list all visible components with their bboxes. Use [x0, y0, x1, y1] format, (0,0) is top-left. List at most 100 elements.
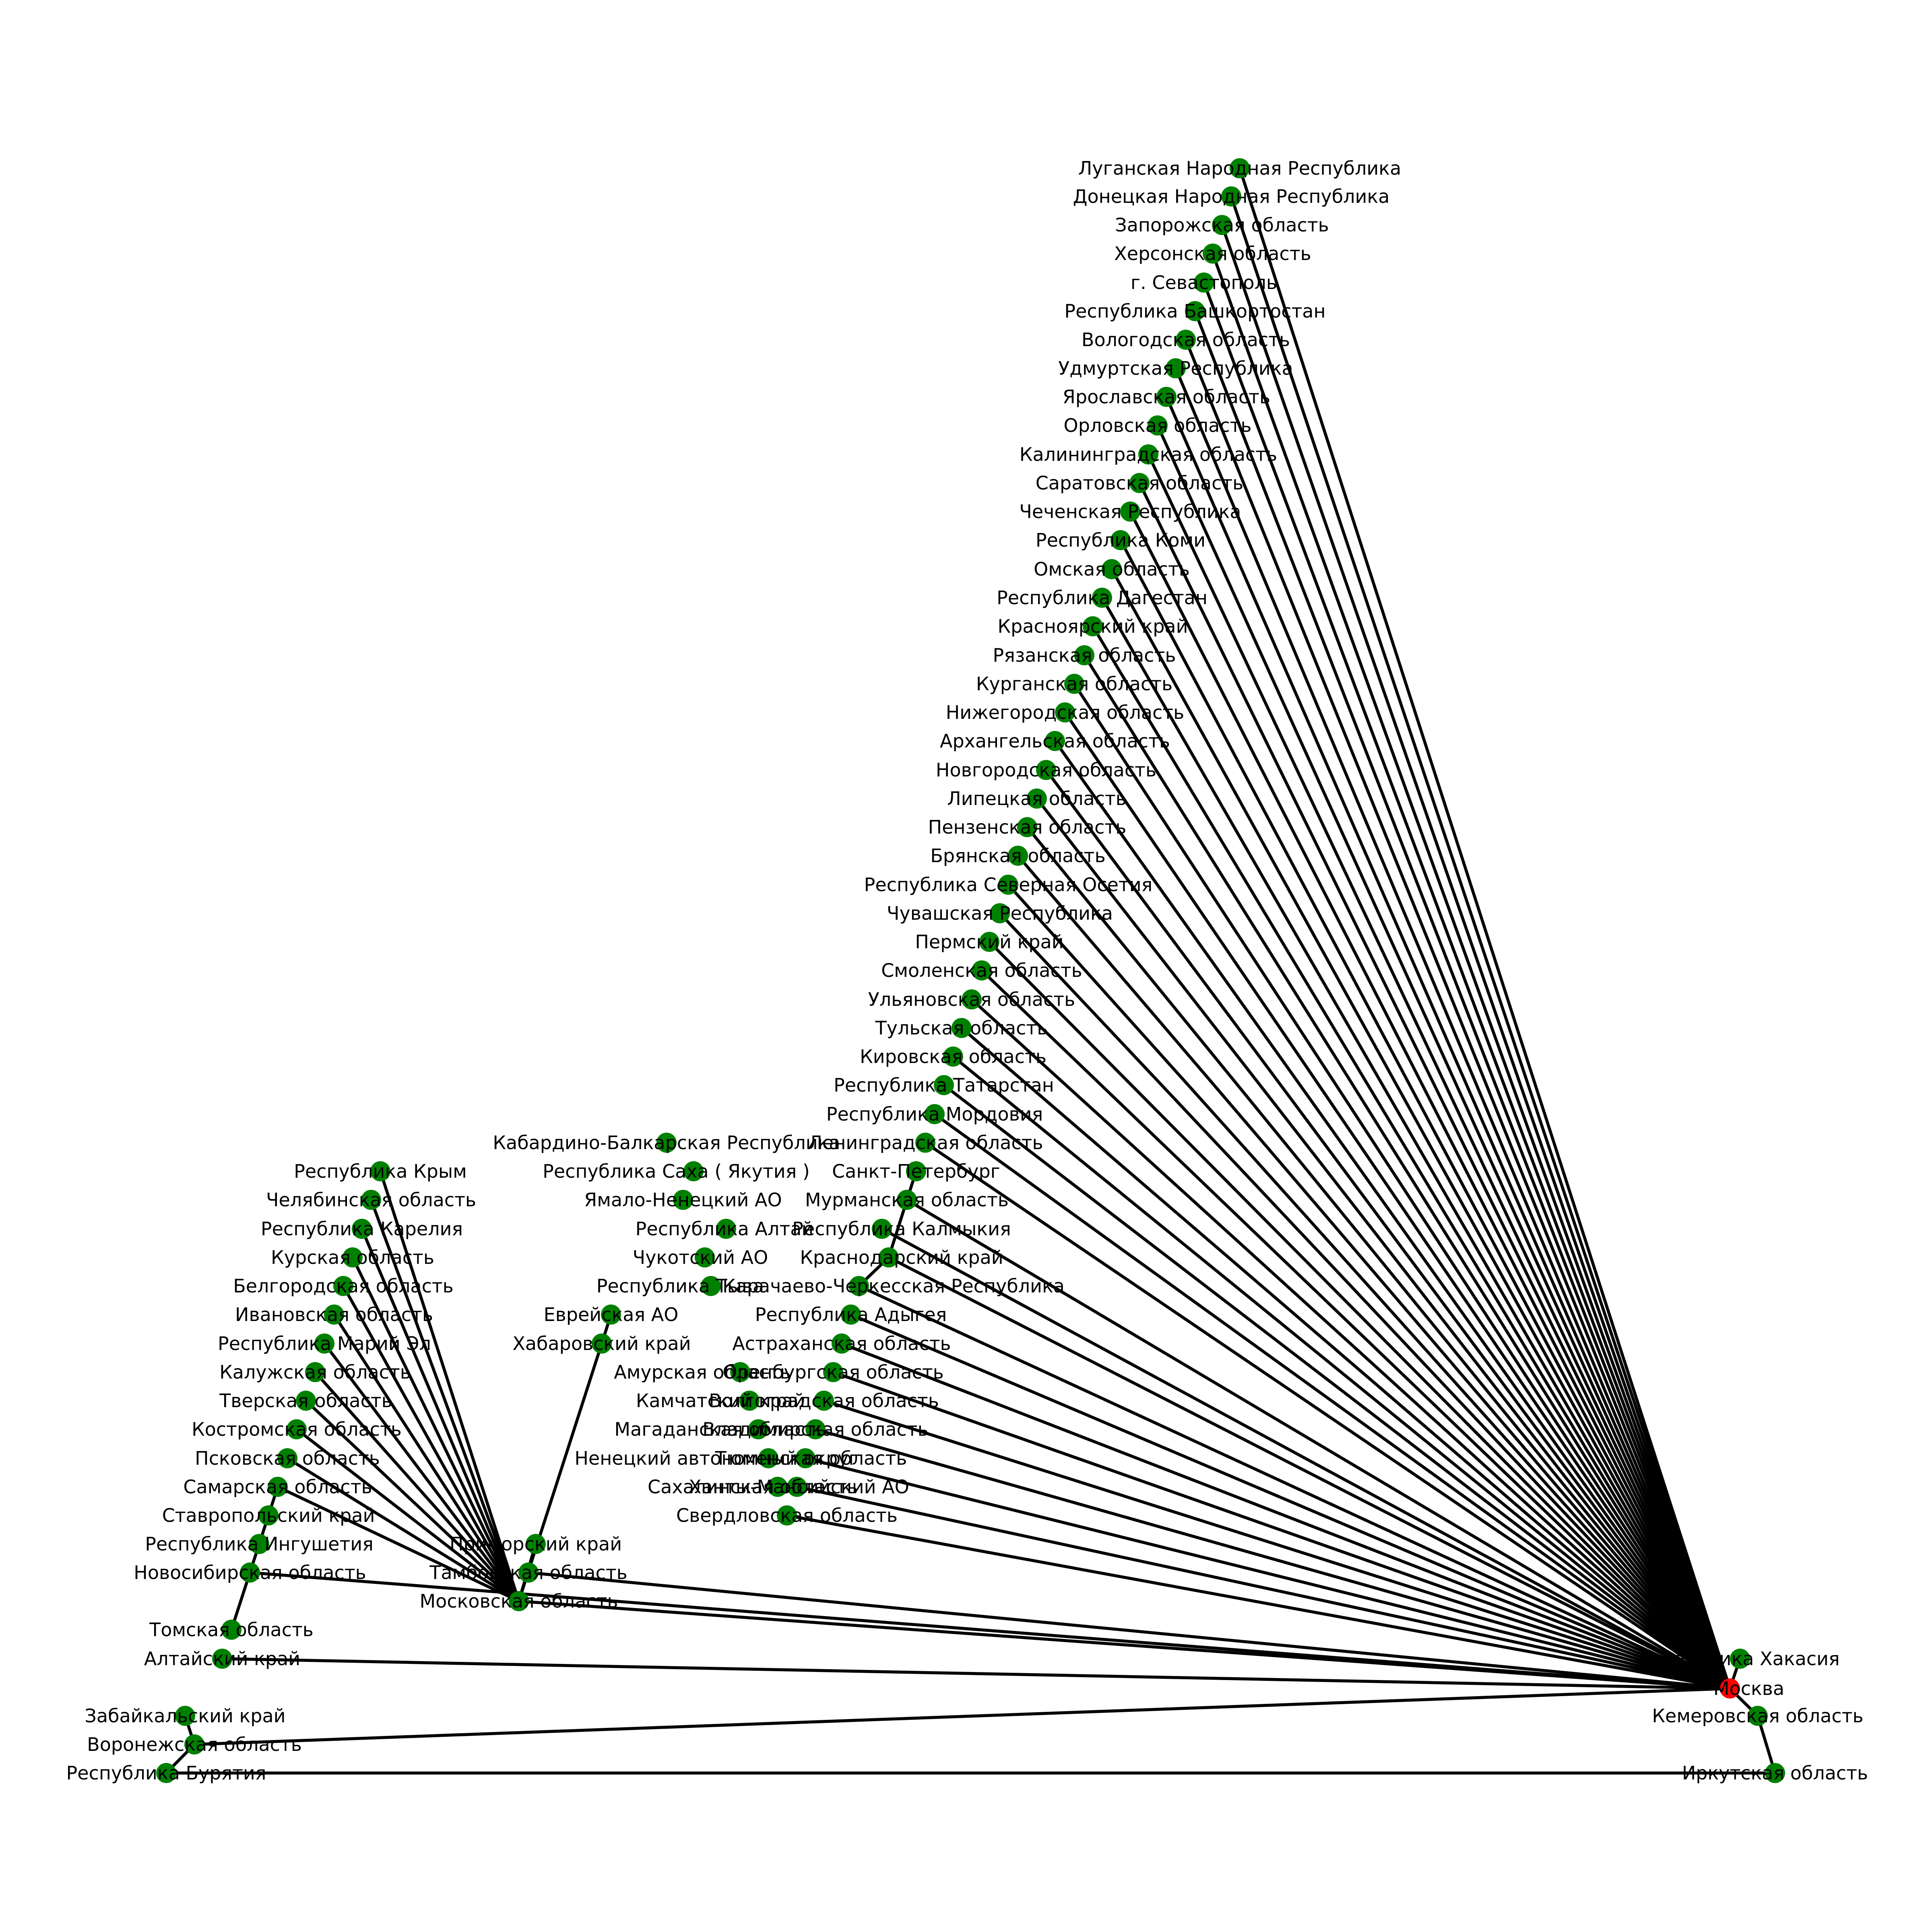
graph-node	[221, 1620, 242, 1640]
node-label: Республика Бурятия	[66, 1762, 266, 1784]
graph-edge	[323, 1342, 520, 1602]
node-label: Ставропольский край	[162, 1505, 375, 1526]
graph-node	[1730, 1649, 1750, 1669]
graph-node	[370, 1161, 390, 1181]
node-label: Пермский край	[915, 931, 1063, 953]
node-label: Республика Татарстан	[834, 1074, 1054, 1096]
graph-node	[1036, 760, 1056, 780]
graph-node	[979, 932, 999, 952]
node-label: Краснодарский край	[800, 1247, 1003, 1268]
node-label: Ленинградская область	[808, 1132, 1043, 1154]
node-label: Забайкальский край	[85, 1705, 285, 1727]
graph-edge	[1165, 396, 1732, 1689]
node-label: Липецкая область	[947, 788, 1127, 809]
graph-node	[879, 1247, 899, 1267]
node-label: Республика Ингушетия	[145, 1533, 374, 1555]
node-label: Архангельская область	[940, 730, 1170, 752]
node-label: Калужская область	[219, 1361, 411, 1383]
graph-edge	[1007, 883, 1731, 1690]
graph-node	[814, 1391, 834, 1411]
graph-node	[258, 1505, 279, 1525]
node-label: Омская область	[1034, 558, 1190, 580]
graph-node	[1008, 846, 1028, 866]
node-label: Республика Башкортостан	[1064, 300, 1325, 322]
graph-node	[296, 1391, 316, 1411]
graph-edge	[379, 1170, 520, 1602]
node-label: Брянская область	[930, 845, 1105, 867]
graph-node	[277, 1448, 297, 1468]
graph-edge	[342, 1285, 520, 1602]
node-label: г. Севастополь	[1131, 272, 1277, 293]
graph-node	[656, 1133, 677, 1153]
graph-edge	[287, 1457, 520, 1603]
node-label: Ямало-Ненецкий АО	[584, 1189, 782, 1211]
graph-edge	[841, 1342, 1731, 1690]
node-label: Республика Хакасия	[1640, 1648, 1839, 1670]
node-label: Республика Калмыкия	[792, 1218, 1011, 1240]
graph-edge	[786, 1514, 1730, 1690]
graph-node	[1748, 1706, 1768, 1726]
graph-node	[268, 1477, 288, 1497]
node-label: Чукотский АО	[633, 1247, 768, 1268]
graph-node	[730, 1362, 750, 1382]
node-label: Калининградская область	[1020, 444, 1277, 465]
graph-edge	[832, 1371, 1731, 1690]
node-label: Томская область	[149, 1619, 314, 1641]
node-label: Республика Мордовия	[826, 1103, 1043, 1125]
node-label: Московская область	[419, 1590, 618, 1612]
node-label: Ярославская область	[1063, 386, 1270, 408]
graph-edge	[1026, 826, 1731, 1690]
node-label: Нижегородская область	[946, 702, 1185, 723]
graph-node	[1176, 330, 1196, 350]
node-label: Белгородская область	[233, 1275, 454, 1297]
graph-node	[758, 1448, 778, 1468]
graph-edge	[1238, 167, 1732, 1689]
graph-node	[906, 1161, 926, 1181]
graph-edge	[1147, 454, 1732, 1689]
graph-node	[1045, 731, 1065, 751]
graph-node	[962, 989, 982, 1009]
node-label: Донецкая Народная Республика	[1073, 186, 1390, 207]
graph-node	[1102, 559, 1122, 579]
graph-edge	[1156, 425, 1732, 1689]
node-label: Москва	[1713, 1678, 1784, 1699]
node-label: Запорожская область	[1115, 214, 1329, 236]
graph-edge	[858, 1284, 1731, 1690]
node-layer	[156, 158, 1785, 1783]
node-label: Ханты-Мансийский АО	[689, 1476, 909, 1498]
graph-node	[1110, 530, 1131, 550]
node-label: Оренбургская область	[722, 1361, 944, 1383]
node-label: Рязанская область	[993, 644, 1176, 666]
graph-edge	[933, 1113, 1731, 1690]
node-label: Вологодская область	[1082, 329, 1290, 351]
graph-node	[1194, 272, 1214, 293]
node-label: Смоленская область	[881, 960, 1082, 981]
graph-node	[1092, 588, 1112, 608]
node-label: Еврейская АО	[544, 1304, 679, 1325]
graph-edge	[194, 1687, 1730, 1746]
graph-node	[1074, 645, 1094, 665]
node-label: Карачаево-Черкесская Республика	[722, 1275, 1065, 1297]
node-label: Волгоградская область	[709, 1390, 939, 1412]
node-label: Курганская область	[976, 673, 1172, 695]
graph-edge	[888, 1256, 1731, 1690]
node-label: Тверская область	[219, 1390, 392, 1412]
graph-node	[518, 1563, 539, 1583]
graph-node	[509, 1591, 529, 1611]
graph-edge	[980, 969, 1731, 1690]
graph-node	[361, 1190, 381, 1210]
graph-edge	[1184, 339, 1732, 1689]
node-label: Челябинская область	[266, 1189, 476, 1211]
node-label: Республика Коми	[1036, 529, 1205, 551]
node-label: Республика Крым	[294, 1160, 467, 1182]
graph-node	[526, 1534, 546, 1554]
graph-node	[872, 1219, 892, 1239]
root-node	[1720, 1678, 1740, 1699]
graph-node	[1185, 301, 1205, 321]
graph-node	[352, 1219, 372, 1239]
node-label: Сахалинская область	[648, 1476, 858, 1498]
graph-node	[1083, 616, 1103, 636]
graph-edge	[999, 912, 1731, 1690]
graph-node	[943, 1046, 963, 1067]
graph-edge	[881, 1227, 1731, 1690]
